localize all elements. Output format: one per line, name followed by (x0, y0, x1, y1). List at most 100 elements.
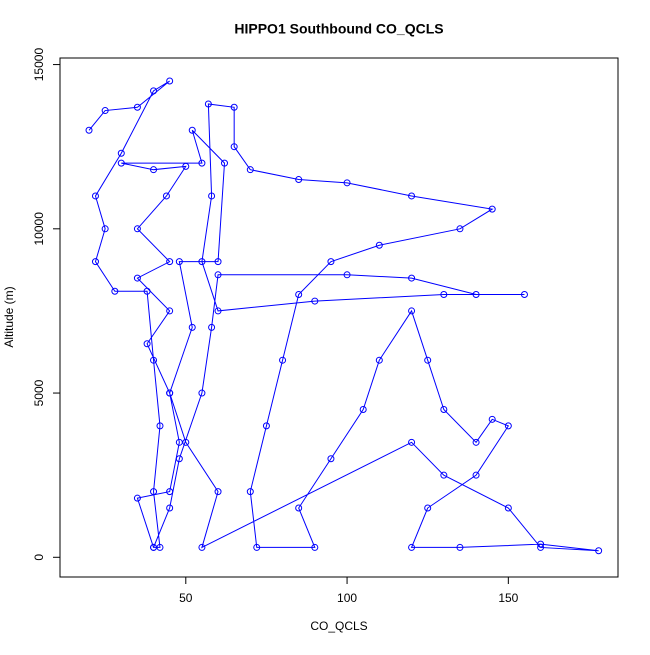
data-point (162, 192, 170, 200)
data-point (166, 504, 174, 512)
data-point (375, 241, 383, 249)
data-point (166, 77, 174, 85)
data-point (166, 258, 174, 266)
data-point (440, 405, 448, 413)
data-point (595, 547, 603, 555)
data-point (150, 87, 158, 95)
data-point (166, 389, 174, 397)
data-point (175, 258, 183, 266)
data-point (175, 438, 183, 446)
data-point (85, 126, 93, 134)
data-point (91, 258, 99, 266)
data-line (88, 80, 599, 552)
data-point (101, 107, 109, 115)
data-point (150, 488, 158, 496)
x-axis-label: CO_QCLS (310, 619, 367, 633)
data-point (208, 192, 216, 200)
data-point (230, 143, 238, 151)
y-tick-label: 0 (32, 554, 46, 561)
data-point (440, 291, 448, 299)
data-point (253, 543, 261, 551)
data-point (472, 291, 480, 299)
data-point (327, 455, 335, 463)
data-point (150, 543, 158, 551)
data-point (375, 356, 383, 364)
data-point (117, 159, 125, 167)
data-point (156, 422, 164, 430)
data-point (359, 405, 367, 413)
data-point (214, 258, 222, 266)
data-point (150, 356, 158, 364)
data-point (101, 225, 109, 233)
data-point (133, 103, 141, 111)
data-point (408, 307, 416, 315)
data-point (488, 415, 496, 423)
data-point (150, 166, 158, 174)
data-point (472, 438, 480, 446)
x-tick-label: 100 (337, 591, 357, 605)
data-point (440, 471, 448, 479)
data-point (208, 323, 216, 331)
data-point (262, 422, 270, 430)
data-point (456, 543, 464, 551)
data-point (198, 543, 206, 551)
data-point (188, 323, 196, 331)
data-point (117, 149, 125, 157)
data-point (295, 291, 303, 299)
data-point (408, 543, 416, 551)
data-point (424, 504, 432, 512)
data-point (246, 488, 254, 496)
data-point (230, 103, 238, 111)
data-point (408, 274, 416, 282)
data-point (343, 179, 351, 187)
data-point (537, 540, 545, 548)
data-point (504, 504, 512, 512)
data-point (456, 225, 464, 233)
data-point (91, 192, 99, 200)
data-point (311, 297, 319, 305)
data-point (246, 166, 254, 174)
data-point (198, 159, 206, 167)
data-point (188, 126, 196, 134)
data-point (175, 455, 183, 463)
data-point (182, 162, 190, 170)
data-point (343, 271, 351, 279)
data-point (166, 307, 174, 315)
data-point (198, 258, 206, 266)
data-point (198, 389, 206, 397)
data-point (214, 488, 222, 496)
data-point (166, 488, 174, 496)
y-tick-label: 10000 (32, 212, 46, 246)
data-point (143, 340, 151, 348)
data-point (520, 291, 528, 299)
x-tick-label: 150 (498, 591, 518, 605)
data-point (133, 494, 141, 502)
y-axis-label: Altitude (m) (2, 286, 16, 347)
y-tick-label: 15000 (32, 48, 46, 82)
data-point (133, 225, 141, 233)
data-point (220, 159, 228, 167)
data-point (295, 176, 303, 184)
data-point (311, 543, 319, 551)
data-point (133, 274, 141, 282)
y-tick-label: 5000 (32, 379, 46, 406)
data-point (408, 192, 416, 200)
data-point (504, 422, 512, 430)
data-point (295, 504, 303, 512)
data-point (214, 271, 222, 279)
data-point (279, 356, 287, 364)
x-tick-label: 50 (179, 591, 193, 605)
data-point (472, 471, 480, 479)
data-point (488, 205, 496, 213)
data-point (111, 287, 119, 295)
data-point (214, 307, 222, 315)
data-point (204, 100, 212, 108)
data-point (327, 258, 335, 266)
chart-title: HIPPO1 Southbound CO_QCLS (234, 21, 443, 37)
data-point (143, 287, 151, 295)
data-point (424, 356, 432, 364)
data-point (537, 543, 545, 551)
data-point (408, 438, 416, 446)
